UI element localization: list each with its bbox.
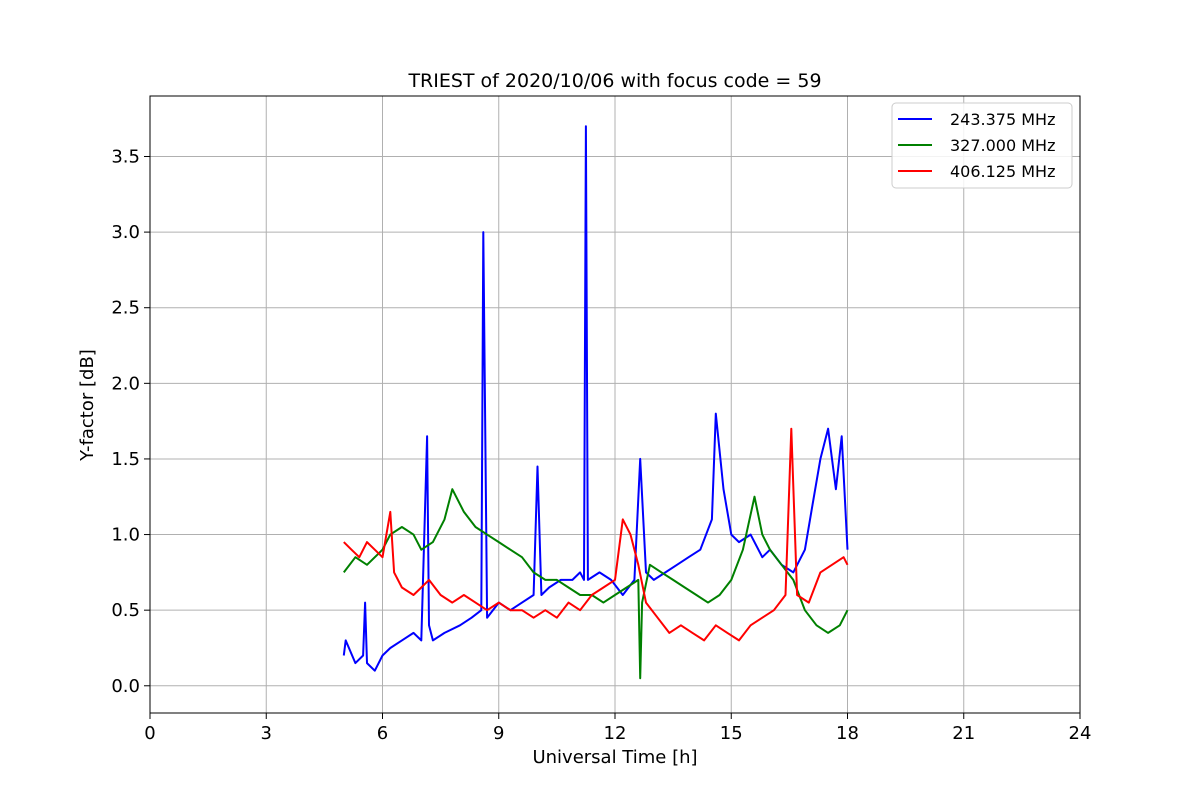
y-axis-label: Y-factor [dB]: [77, 349, 98, 462]
chart-title: TRIEST of 2020/10/06 with focus code = 5…: [407, 70, 821, 92]
y-tick-label: 2.0: [111, 373, 140, 394]
x-axis-label: Universal Time [h]: [532, 747, 697, 768]
x-tick-label: 12: [604, 723, 627, 744]
x-tick-label: 3: [261, 723, 272, 744]
y-tick-label: 3.5: [111, 146, 140, 167]
series-line-3: [343, 427, 849, 642]
y-tick-label: 0.0: [111, 676, 140, 697]
y-tick-label: 3.0: [111, 222, 140, 243]
x-tick-label: 18: [836, 723, 859, 744]
x-axis: 0 3 6 9 12 15 18 21 24: [144, 713, 1091, 744]
x-tick-label: 21: [952, 723, 975, 744]
x-tick-label: 24: [1069, 723, 1092, 744]
x-tick-label: 9: [493, 723, 504, 744]
y-tick-label: 1.5: [111, 449, 140, 470]
x-tick-label: 0: [144, 723, 155, 744]
legend-label: 243.375 MHz: [950, 110, 1055, 129]
series-layer: [342, 125, 849, 680]
legend: 243.375 MHz 327.000 MHz 406.125 MHz: [891, 102, 1073, 189]
legend-box: [891, 102, 1073, 189]
y-axis: 0.0 0.5 1.0 1.5 2.0 2.5 3.0 3.5: [111, 146, 150, 697]
series-line-2: [343, 488, 849, 680]
x-tick-label: 6: [377, 723, 388, 744]
legend-label: 406.125 MHz: [950, 162, 1055, 181]
x-tick-label: 15: [720, 723, 743, 744]
y-tick-label: 2.5: [111, 298, 140, 319]
y-tick-label: 1.0: [111, 525, 140, 546]
series-line-1: [342, 125, 849, 672]
legend-label: 327.000 MHz: [950, 136, 1055, 155]
y-tick-label: 0.5: [111, 600, 140, 621]
